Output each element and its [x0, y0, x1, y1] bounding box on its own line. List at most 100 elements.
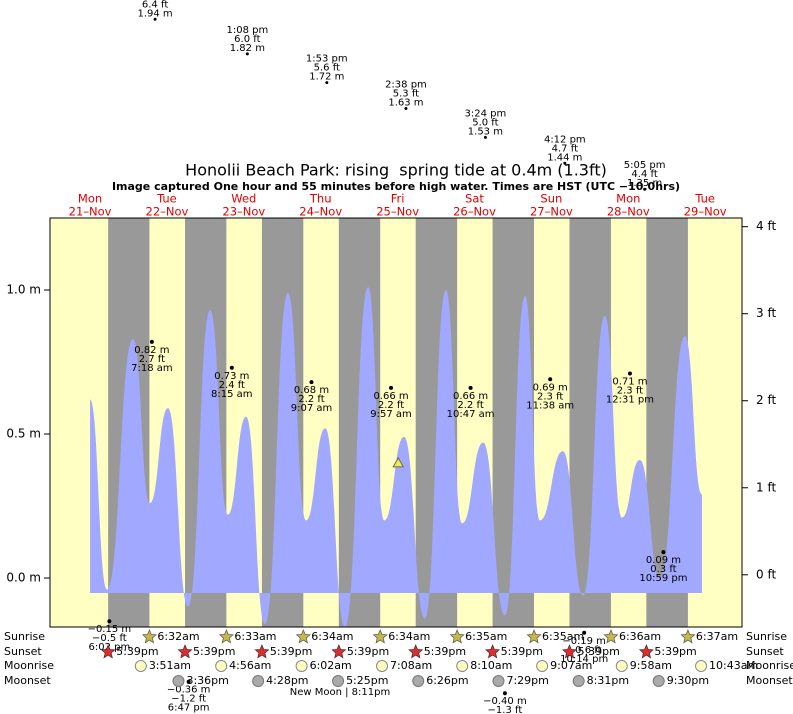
tide-dot: [229, 365, 234, 370]
tide-height-m: 0.09 m: [646, 555, 681, 566]
moonrise-time: 9:58am: [630, 659, 672, 672]
tide-height-ft: 4.7 ft: [552, 143, 578, 154]
moonrise-icon: [295, 660, 308, 672]
tide-height-m: 0.66 m: [373, 391, 408, 402]
sunset-star: [408, 644, 424, 659]
moonrise-time: 4:56am: [229, 659, 271, 672]
tide-height-m: 1.94 m: [137, 8, 172, 19]
y-tick-label: 1.0 m: [6, 283, 41, 297]
tide-dot: [389, 385, 394, 390]
sunset-time: 5:39pm: [654, 645, 696, 658]
moonset-icon: [652, 675, 665, 687]
y2-tick-label: 3 ft: [756, 306, 776, 320]
moonset-time: 3:36pm: [186, 674, 228, 687]
y-tick-label: 0.5 m: [6, 427, 41, 441]
tide-dot: [643, 187, 647, 191]
row-label-left: Moonrise: [4, 659, 54, 672]
tide-time: 11:38 am: [526, 400, 574, 411]
moon-phase: New Moon | 8:11pm: [290, 687, 390, 698]
tide-dot: [153, 17, 157, 21]
tide-height-ft: −1.3 ft: [488, 705, 523, 714]
tide-height-m: −0.36 m: [167, 685, 211, 696]
day-weekday: Tue: [694, 192, 715, 206]
tide-height-ft: 5.6 ft: [314, 63, 340, 74]
moonset-time: 4:28pm: [266, 674, 308, 687]
tide-height-m: 0.73 m: [214, 371, 249, 382]
day-date: 23–Nov: [222, 205, 265, 219]
sunrise-time: 6:36am: [619, 630, 661, 643]
chart-title: Honolii Beach Park: rising spring tide a…: [185, 161, 607, 180]
sunrise-star: [372, 629, 388, 644]
tide-area: [90, 287, 702, 627]
moonset-icon: [492, 675, 505, 687]
moonrise-time: 10:43am: [709, 659, 758, 672]
tide-height-m: 1.44 m: [547, 152, 582, 163]
sunset-star: [177, 644, 193, 659]
sunrise-star: [680, 629, 696, 644]
sunrise-star: [218, 629, 234, 644]
day-weekday: Fri: [391, 192, 405, 206]
tide-time: 10:47 am: [447, 409, 495, 420]
sunrise-time: 6:37am: [696, 630, 738, 643]
sunset-time: 5:39pm: [116, 645, 158, 658]
row-label-left: Sunset: [4, 645, 42, 658]
tide-height-m: 0.71 m: [612, 377, 647, 388]
moonrise-icon: [695, 660, 708, 672]
tide-height-ft: 2.3 ft: [537, 391, 563, 402]
tide-dot: [563, 161, 567, 165]
tide-height-ft: 2.2 ft: [457, 400, 483, 411]
tide-height-ft: 2.7 ft: [139, 354, 165, 365]
moonrise-icon: [215, 660, 228, 672]
tide-height-m: −0.40 m: [483, 696, 527, 707]
sunset-star: [254, 644, 270, 659]
sunrise-time: 6:35am: [465, 630, 507, 643]
tide-height-m: 0.66 m: [453, 391, 488, 402]
tide-height-ft: 2.3 ft: [617, 386, 643, 397]
tide-height-ft: 0.3 ft: [650, 564, 676, 575]
tide-height-m: 1.35 m: [627, 178, 662, 189]
tide-time: 9:57 am: [370, 409, 412, 420]
day-weekday: Sun: [540, 192, 562, 206]
tide-height-ft: 4.4 ft: [631, 169, 657, 180]
sunrise-time: 6:32am: [157, 630, 199, 643]
moonrise-time: 6:02am: [310, 659, 352, 672]
day-date: 24–Nov: [299, 205, 342, 219]
day-weekday: Sat: [465, 192, 484, 206]
row-label-right: Sunrise: [746, 630, 787, 643]
moonset-time: 8:31pm: [587, 674, 629, 687]
sunset-star: [100, 644, 116, 659]
tide-height-m: 0.82 m: [134, 345, 169, 356]
sunrise-star: [295, 629, 311, 644]
moonrise-icon: [376, 660, 389, 672]
moonrise-time: 3:51am: [149, 659, 191, 672]
tide-height-ft: −0.5 ft: [92, 633, 127, 644]
moonset-time: 7:29pm: [506, 674, 548, 687]
tide-time: 10:14 pm: [560, 654, 608, 665]
tide-height-m: 1.63 m: [388, 98, 423, 109]
moonrise-icon: [615, 660, 628, 672]
tide-height-ft: 2.2 ft: [378, 400, 404, 411]
day-date: 28–Nov: [607, 205, 650, 219]
tide-time: 1:08 pm: [226, 25, 268, 36]
tide-height-ft: 2.2 ft: [298, 394, 324, 405]
sunset-time: 5:39pm: [347, 645, 389, 658]
tide-height-m: 1.53 m: [468, 126, 503, 137]
tide-dot: [582, 630, 587, 635]
day-weekday: Tue: [156, 192, 177, 206]
row-label-right: Moonrise: [746, 659, 793, 672]
y2-tick-label: 0 ft: [756, 567, 776, 581]
tide-dot: [468, 385, 473, 390]
y2-tick-label: 2 ft: [756, 393, 776, 407]
sunset-time: 5:39pm: [270, 645, 312, 658]
row-label-left: Sunrise: [4, 630, 45, 643]
sunset-time: 5:39pm: [577, 645, 619, 658]
day-date: 26–Nov: [453, 205, 496, 219]
day-weekday: Mon: [616, 192, 640, 206]
tide-dot: [309, 380, 314, 385]
row-label-right: Sunset: [746, 645, 784, 658]
moonset-icon: [252, 675, 265, 687]
tide-time: 6:47 pm: [168, 703, 210, 714]
moonset-icon: [332, 675, 345, 687]
tide-dot: [245, 52, 249, 56]
tide-height-m: −0.15 m: [88, 624, 132, 635]
